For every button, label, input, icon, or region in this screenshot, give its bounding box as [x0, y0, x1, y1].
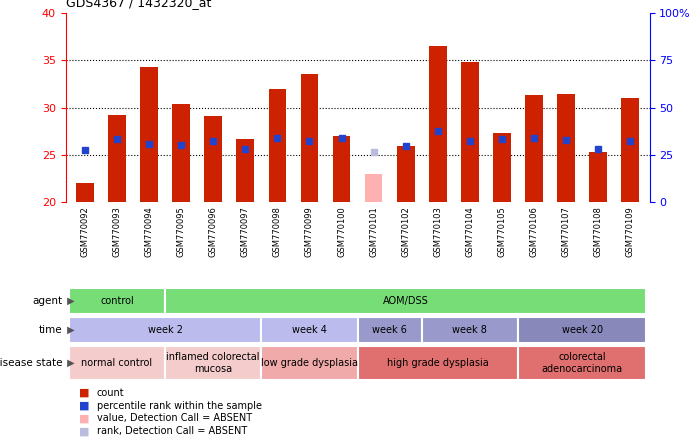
- Text: high grade dysplasia: high grade dysplasia: [387, 358, 489, 368]
- Bar: [493, 133, 511, 202]
- Bar: [621, 98, 639, 202]
- Text: GSM770095: GSM770095: [177, 206, 186, 257]
- Text: week 4: week 4: [292, 325, 327, 335]
- Bar: [525, 95, 543, 202]
- Bar: [301, 74, 319, 202]
- Bar: [429, 46, 446, 202]
- Bar: [461, 63, 479, 202]
- Text: AOM/DSS: AOM/DSS: [383, 296, 428, 306]
- Text: GSM770100: GSM770100: [337, 206, 346, 257]
- Text: GSM770104: GSM770104: [465, 206, 475, 257]
- Text: ▶: ▶: [64, 358, 74, 368]
- Bar: [69, 317, 261, 343]
- Text: GSM770094: GSM770094: [144, 206, 153, 257]
- Text: GSM770098: GSM770098: [273, 206, 282, 257]
- Text: rank, Detection Call = ABSENT: rank, Detection Call = ABSENT: [97, 426, 247, 436]
- Text: GSM770109: GSM770109: [626, 206, 635, 257]
- Text: week 2: week 2: [148, 325, 182, 335]
- Text: GSM770105: GSM770105: [498, 206, 507, 257]
- Text: value, Detection Call = ABSENT: value, Detection Call = ABSENT: [97, 413, 252, 423]
- Bar: [397, 147, 415, 202]
- Bar: [69, 288, 165, 314]
- Text: GSM770107: GSM770107: [562, 206, 571, 257]
- Text: week 20: week 20: [562, 325, 603, 335]
- Text: GSM770101: GSM770101: [369, 206, 378, 257]
- Text: inflamed colorectal
mucosa: inflamed colorectal mucosa: [167, 352, 260, 374]
- Text: ■: ■: [79, 388, 90, 398]
- Bar: [165, 346, 261, 380]
- Text: normal control: normal control: [82, 358, 153, 368]
- Text: agent: agent: [32, 296, 62, 306]
- Text: GSM770096: GSM770096: [209, 206, 218, 257]
- Bar: [69, 346, 165, 380]
- Bar: [76, 183, 94, 202]
- Text: week 8: week 8: [453, 325, 487, 335]
- Text: GDS4367 / 1432320_at: GDS4367 / 1432320_at: [66, 0, 211, 9]
- Text: GSM770108: GSM770108: [594, 206, 603, 257]
- Text: ■: ■: [79, 413, 90, 423]
- Bar: [165, 288, 646, 314]
- Bar: [261, 346, 357, 380]
- Text: GSM770097: GSM770097: [240, 206, 250, 257]
- Text: disease state: disease state: [0, 358, 62, 368]
- Text: GSM770106: GSM770106: [529, 206, 538, 257]
- Bar: [357, 346, 518, 380]
- Bar: [518, 346, 646, 380]
- Bar: [140, 67, 158, 202]
- Text: ■: ■: [79, 426, 90, 436]
- Text: GSM770102: GSM770102: [401, 206, 410, 257]
- Text: control: control: [100, 296, 134, 306]
- Bar: [558, 94, 575, 202]
- Text: low grade dysplasia: low grade dysplasia: [261, 358, 358, 368]
- Bar: [172, 104, 190, 202]
- Bar: [261, 317, 357, 343]
- Text: GSM770103: GSM770103: [433, 206, 442, 257]
- Bar: [236, 139, 254, 202]
- Text: ▶: ▶: [64, 325, 74, 335]
- Text: time: time: [39, 325, 62, 335]
- Bar: [518, 317, 646, 343]
- Text: GSM770099: GSM770099: [305, 206, 314, 257]
- Text: percentile rank within the sample: percentile rank within the sample: [97, 400, 262, 411]
- Text: count: count: [97, 388, 124, 398]
- Bar: [205, 116, 222, 202]
- Text: GSM770092: GSM770092: [80, 206, 89, 257]
- Bar: [589, 152, 607, 202]
- Text: week 6: week 6: [372, 325, 407, 335]
- Text: ■: ■: [79, 400, 90, 411]
- Bar: [269, 89, 286, 202]
- Text: colorectal
adenocarcinoma: colorectal adenocarcinoma: [542, 352, 623, 374]
- Bar: [365, 174, 382, 202]
- Text: ▶: ▶: [64, 296, 74, 306]
- Bar: [357, 317, 422, 343]
- Bar: [422, 317, 518, 343]
- Bar: [108, 115, 126, 202]
- Text: GSM770093: GSM770093: [113, 206, 122, 257]
- Bar: [333, 136, 350, 202]
